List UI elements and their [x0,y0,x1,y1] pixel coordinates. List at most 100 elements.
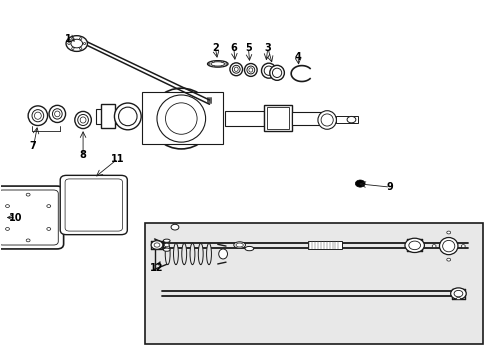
Ellipse shape [233,242,245,248]
FancyBboxPatch shape [0,186,63,249]
Ellipse shape [165,103,197,134]
Circle shape [47,228,51,230]
Circle shape [355,180,365,187]
Circle shape [79,38,81,40]
FancyBboxPatch shape [0,190,58,245]
Text: 4: 4 [294,52,301,62]
Text: 7: 7 [30,141,36,151]
Circle shape [221,61,223,62]
Ellipse shape [206,243,211,265]
Ellipse shape [163,248,170,251]
Ellipse shape [244,64,257,76]
Text: 9: 9 [386,182,393,192]
Ellipse shape [232,65,240,73]
Ellipse shape [149,88,212,149]
Circle shape [408,241,420,249]
Ellipse shape [218,249,227,259]
Ellipse shape [210,62,224,66]
Circle shape [164,243,169,247]
Ellipse shape [244,247,253,251]
Text: 11: 11 [111,154,124,163]
Circle shape [446,231,450,234]
Ellipse shape [269,65,284,80]
Ellipse shape [182,243,186,265]
Circle shape [47,204,51,207]
Bar [224,111,264,126]
Text: 3: 3 [264,43,271,53]
Ellipse shape [207,61,227,67]
Text: 10: 10 [9,212,22,222]
Ellipse shape [32,110,43,122]
FancyBboxPatch shape [60,175,127,235]
Bar [335,116,357,123]
Ellipse shape [321,114,332,126]
Text: 2: 2 [211,43,218,53]
Ellipse shape [455,297,460,300]
Text: 1: 1 [65,34,72,44]
Circle shape [212,61,214,62]
Circle shape [154,243,160,247]
Ellipse shape [52,109,62,119]
Bar [96,109,135,123]
Circle shape [221,66,223,67]
Circle shape [79,48,81,49]
Ellipse shape [264,66,273,75]
Circle shape [431,245,435,248]
Ellipse shape [272,68,281,77]
Ellipse shape [49,105,65,122]
Ellipse shape [75,111,91,129]
Ellipse shape [229,63,242,76]
Ellipse shape [198,243,203,265]
Ellipse shape [80,117,86,123]
Circle shape [225,63,227,64]
Circle shape [72,48,74,49]
Ellipse shape [173,243,178,265]
Ellipse shape [439,238,457,255]
Ellipse shape [34,112,41,119]
Circle shape [151,241,163,249]
Ellipse shape [261,63,276,78]
Ellipse shape [163,239,170,242]
Circle shape [446,258,450,261]
Text: 6: 6 [230,43,237,53]
Circle shape [404,238,424,252]
Circle shape [5,204,9,207]
Circle shape [453,291,462,297]
Circle shape [72,38,74,40]
Circle shape [71,39,82,48]
Circle shape [208,63,209,64]
Ellipse shape [190,243,195,265]
Circle shape [5,228,9,230]
FancyBboxPatch shape [65,179,122,231]
Ellipse shape [248,68,252,72]
Circle shape [83,42,85,44]
Bar [291,112,323,125]
Bar [307,241,341,249]
Circle shape [26,193,30,196]
Circle shape [26,239,30,242]
Ellipse shape [234,67,238,71]
Ellipse shape [442,240,454,252]
Bar [101,104,115,128]
Bar [264,105,291,131]
Ellipse shape [317,111,336,129]
Text: 5: 5 [244,43,251,53]
Ellipse shape [55,111,60,117]
Circle shape [66,36,87,51]
Bar [144,223,482,344]
Circle shape [212,66,214,67]
Ellipse shape [246,66,254,74]
Text: 12: 12 [150,262,163,273]
Ellipse shape [78,114,88,126]
Ellipse shape [118,107,137,126]
Ellipse shape [157,95,205,142]
Ellipse shape [28,106,47,126]
Circle shape [171,224,179,230]
Ellipse shape [236,243,243,247]
Bar [266,107,288,129]
Circle shape [460,245,464,248]
Circle shape [68,42,70,44]
Circle shape [346,116,355,123]
Ellipse shape [165,243,170,265]
Circle shape [450,288,465,299]
